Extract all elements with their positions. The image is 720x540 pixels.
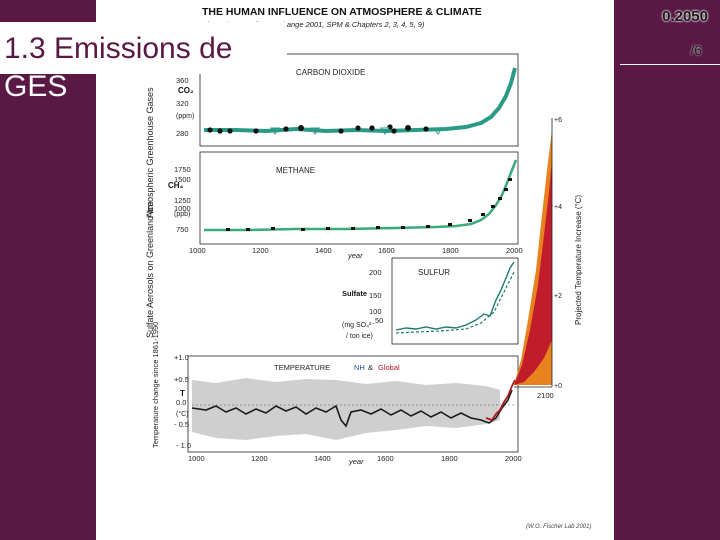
temperature-series-nh: NH (354, 363, 365, 372)
temperature-tick: +0.5 (174, 375, 189, 384)
co2-panel-frame (199, 53, 519, 147)
ch4-unit: (ppb) (174, 211, 190, 218)
sulfate-symbol: Sulfate (342, 289, 367, 298)
figure-credit: (W.G. Fischer Lab 2001) (526, 524, 591, 530)
slide-title-line-1: 1.3 Emissions de (4, 32, 233, 65)
temperature-curve (191, 389, 513, 428)
projection-inner-band (514, 160, 552, 385)
sulfate-unit-2: / ton ice) (346, 333, 373, 340)
projection-tick: +2 (554, 293, 562, 300)
x-tick: 2000 (505, 454, 522, 463)
projection-end-year: 2100 (537, 391, 554, 400)
temperature-panel-frame (187, 355, 519, 453)
x-tick: 1800 (442, 246, 459, 255)
x-tick: 2000 (506, 246, 523, 255)
ghg-axis-label: Atmospheric Greenhouse Gases (145, 87, 155, 218)
ch4-panel-name: METHANE (276, 166, 315, 175)
sulfate-panel-name: SULFUR (418, 268, 450, 277)
ch4-markers (226, 178, 512, 231)
sulfate-panel-frame (391, 257, 519, 345)
page-sub: /6 (690, 42, 702, 58)
x-tick: 1600 (377, 454, 394, 463)
temperature-tick: - 1.0 (176, 441, 191, 450)
x-tick: 1600 (378, 246, 395, 255)
co2-curve (204, 67, 517, 134)
co2-panel-name: CARBON DIOXIDE (296, 68, 365, 77)
x-tick: 1000 (189, 246, 206, 255)
projection-tick: +0 (554, 383, 562, 390)
x-tick: 1000 (188, 454, 205, 463)
temperature-series-amp: & (368, 363, 373, 372)
divider-line (620, 64, 720, 65)
ipcc-figure: THE HUMAN INFLUENCE ON ATMOSPHERE & CLIM… (145, 6, 591, 530)
ch4-panel-frame (199, 151, 519, 245)
ch4-curve (204, 159, 518, 232)
projection-tick: +6 (554, 117, 562, 124)
figure-paper (96, 0, 614, 540)
temperature-series-global: Global (378, 363, 400, 372)
ch4-tick: 1750 (174, 165, 191, 174)
x-axis-label: year (347, 251, 363, 260)
title-card (0, 22, 287, 74)
temperature-tick: +1.0 (174, 353, 189, 362)
temperature-unit: (°C) (176, 410, 189, 418)
figure-subheading: (IPCC/WG1: Climate Change 2001, SPM & Ch… (206, 20, 425, 29)
co2-triangles (270, 127, 443, 135)
sulfate-tick: 150 (369, 291, 382, 300)
temperature-symbol: T (180, 389, 185, 398)
ch4-tick: 1250 (174, 196, 191, 205)
temperature-tick: - 0.5 (174, 420, 189, 429)
x-tick: 1400 (314, 454, 331, 463)
x-tick: 1400 (315, 246, 332, 255)
sulfate-axis-label: Sulfate Aerosols on Greenland Ice (145, 201, 155, 338)
temperature-axis-label: Temperature change since 1861-1990 (151, 322, 160, 448)
co2-markers (207, 124, 429, 134)
co2-tick: 360 (176, 76, 189, 85)
sulfate-curve (395, 261, 515, 331)
temperature-panel-name: TEMPERATURE (274, 363, 330, 372)
x-tick: 1200 (252, 246, 269, 255)
sulfate-tick: 50 (375, 316, 383, 325)
figure-heading: THE HUMAN INFLUENCE ON ATMOSPHERE & CLIM… (202, 6, 482, 18)
slide-title-line-2: GES (4, 70, 68, 103)
slide-title: 1.3 Emissions de GES (4, 30, 294, 106)
ch4-tick: 1500 (174, 175, 191, 184)
ch4-symbol: CH₄ (168, 181, 184, 190)
projection-axis-label: Projected Temperature Increase (°C) (574, 194, 583, 325)
co2-tick: 320 (176, 99, 189, 108)
sulfate-tick: 200 (369, 268, 382, 277)
left-frame (0, 0, 95, 540)
x-axis-label: year (348, 457, 364, 466)
x-tick: 1800 (441, 454, 458, 463)
sulfate-curve-dashed (395, 271, 515, 334)
ch4-tick: 1000 (174, 204, 191, 213)
page-number: 0.2050 (662, 8, 708, 25)
sulfate-unit: (mg SO₄²⁻ (342, 322, 375, 329)
x-tick: 1200 (251, 454, 268, 463)
right-frame (615, 0, 720, 540)
temperature-uncertainty-band (192, 378, 500, 440)
ch4-tick: 750 (176, 225, 189, 234)
temperature-tick: 0.0 (176, 398, 186, 407)
co2-tick: 280 (176, 129, 189, 138)
co2-symbol: CO₂ (178, 86, 194, 95)
projection-tick: +4 (554, 204, 562, 211)
co2-unit: (ppm) (176, 113, 194, 120)
sulfate-tick: 100 (369, 307, 382, 316)
temperature-global-curve (485, 379, 516, 422)
